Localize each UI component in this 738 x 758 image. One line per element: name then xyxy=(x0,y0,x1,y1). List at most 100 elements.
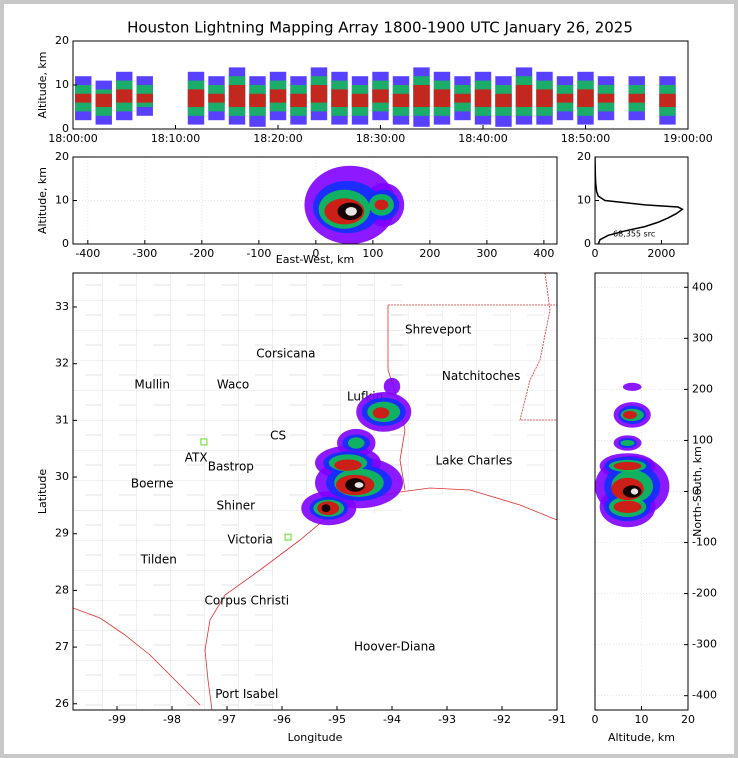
counties-south xyxy=(73,510,273,710)
source-column xyxy=(433,89,451,107)
axes-frame xyxy=(72,272,558,711)
altitude-histogram xyxy=(595,157,684,244)
station xyxy=(284,533,292,541)
x-tick-label: 300 xyxy=(476,247,497,260)
source-column xyxy=(208,93,225,103)
x-tick-label: -300 xyxy=(132,247,157,260)
y-tick-label: 27 xyxy=(55,640,69,653)
map-background xyxy=(73,273,557,710)
city-label: CS xyxy=(270,429,286,443)
source-density xyxy=(613,500,642,513)
y-tick-label: 10 xyxy=(55,78,69,91)
y-tick-label: 200 xyxy=(692,382,713,395)
source-column xyxy=(536,89,553,107)
y-tick-label: 31 xyxy=(55,413,69,426)
source-density xyxy=(630,488,639,495)
x-tick-label: -99 xyxy=(108,713,126,726)
x-tick-label: 18:40:00 xyxy=(458,132,507,145)
y-tick-label: 0 xyxy=(584,237,591,250)
city-label: Shreveport xyxy=(405,323,472,337)
source-density xyxy=(613,461,642,471)
city-label: Boerne xyxy=(131,476,174,490)
x-tick-label: -91 xyxy=(548,713,566,726)
y-tick-label: -100 xyxy=(692,536,717,549)
x-tick-label: -93 xyxy=(438,713,456,726)
y-axis-label: Altitude, km xyxy=(36,51,49,118)
source-density xyxy=(348,437,365,449)
x-tick-label: 10 xyxy=(635,713,649,726)
y-tick-label: 29 xyxy=(55,527,69,540)
x-tick-label: 19:00:00 xyxy=(663,132,712,145)
source-density xyxy=(334,459,362,471)
x-tick-label: 200 xyxy=(419,247,440,260)
city-label: Natchitoches xyxy=(442,369,520,383)
y-tick-label: 10 xyxy=(55,194,69,207)
x-tick-label: 18:20:00 xyxy=(253,132,302,145)
x-tick-label: -97 xyxy=(218,713,236,726)
y-tick-label: 10 xyxy=(577,194,591,207)
x-axis-label: Altitude, km xyxy=(608,731,675,744)
source-column xyxy=(95,93,112,107)
x-tick-label: -92 xyxy=(493,713,511,726)
source-density xyxy=(620,439,635,447)
figure-title: Houston Lightning Mapping Array 1800-190… xyxy=(127,19,633,37)
x-tick-label: 2000 xyxy=(647,247,675,260)
x-tick-label: 400 xyxy=(533,247,554,260)
x-tick-label: -400 xyxy=(75,247,100,260)
station xyxy=(200,438,208,446)
source-column xyxy=(116,89,133,103)
y-tick-label: 33 xyxy=(55,300,69,313)
source-column xyxy=(136,93,153,103)
y-tick-label: 20 xyxy=(577,150,591,163)
plot-area xyxy=(73,157,557,244)
x-axis-label: Longitude xyxy=(288,731,343,744)
y-tick-label: 20 xyxy=(55,34,69,47)
city-label: Waco xyxy=(217,378,249,392)
x-tick-label: -200 xyxy=(189,247,214,260)
y-tick-label: 300 xyxy=(692,331,713,344)
y-tick-label: -400 xyxy=(692,689,717,702)
city-label: Victoria xyxy=(227,532,273,546)
source-column xyxy=(454,93,471,103)
source-column xyxy=(659,93,676,107)
source-density xyxy=(622,410,637,420)
y-tick-label: 26 xyxy=(55,697,69,710)
source-density xyxy=(622,382,642,391)
y-tick-label: 100 xyxy=(692,433,713,446)
source-density xyxy=(321,504,331,513)
source-column xyxy=(351,93,369,107)
source-column xyxy=(249,93,266,107)
x-tick-label: 18:10:00 xyxy=(151,132,200,145)
city-label: Tilden xyxy=(140,552,177,566)
source-column xyxy=(577,89,594,107)
plot-area xyxy=(595,273,688,710)
y-tick-label: 0 xyxy=(62,237,69,250)
annotation: 68,355 src xyxy=(613,230,655,239)
y-axis-label: Altitude, km xyxy=(36,167,49,234)
y-tick-label: 30 xyxy=(55,470,69,483)
source-density xyxy=(354,482,364,488)
y-tick-label: 400 xyxy=(692,280,713,293)
source-column xyxy=(556,93,574,103)
source-column xyxy=(290,93,307,107)
source-column xyxy=(310,85,328,103)
y-tick-label: -300 xyxy=(692,638,717,651)
source-column xyxy=(515,85,533,107)
x-tick-label: -98 xyxy=(163,713,181,726)
source-column xyxy=(269,89,287,103)
source-density xyxy=(383,377,401,395)
city-label: Mullin xyxy=(134,378,170,392)
x-tick-label: 18:50:00 xyxy=(561,132,610,145)
y-axis-label: Latitude xyxy=(36,469,49,515)
x-axis-label: East-West, km xyxy=(276,253,354,266)
source-column xyxy=(187,89,205,107)
source-density xyxy=(374,199,389,211)
plot-area xyxy=(75,67,676,127)
city-label: ATX xyxy=(185,450,208,464)
x-tick-label: -100 xyxy=(246,247,271,260)
x-tick-label: -95 xyxy=(328,713,346,726)
source-column xyxy=(495,93,512,107)
city-label: Port Isabel xyxy=(215,687,278,701)
